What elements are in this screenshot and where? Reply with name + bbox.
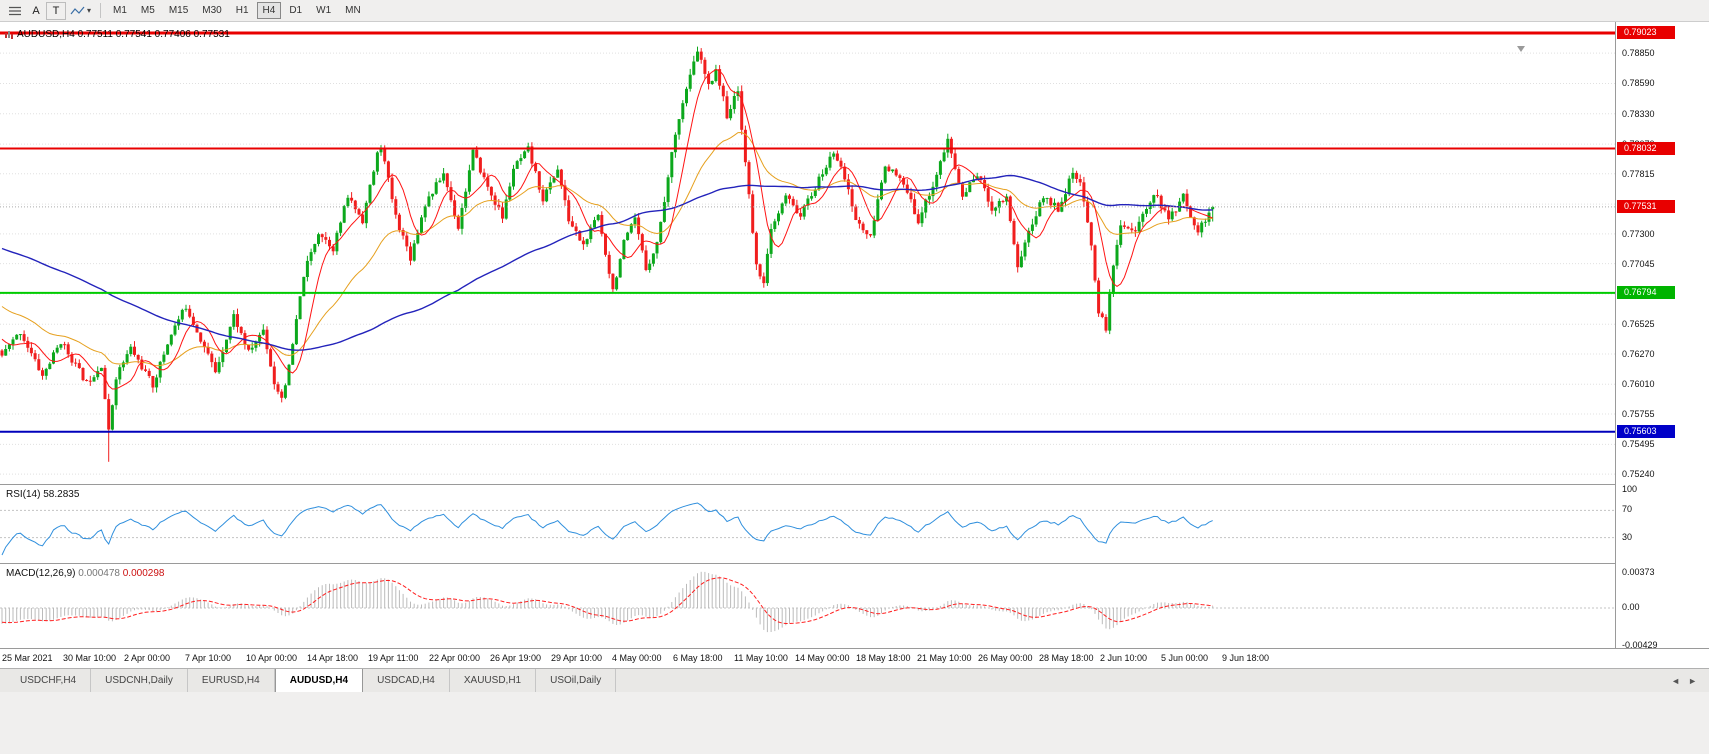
tab-eurusd-h4[interactable]: EURUSD,H4 <box>187 669 275 692</box>
time-axis-label: 30 Mar 10:00 <box>63 653 117 663</box>
timeframe-group: M1 M5 M15 M30 H1 H4 D1 W1 MN <box>106 2 368 19</box>
price-badge: 0.78032 <box>1617 142 1675 156</box>
time-axis-label: 5 Jun 00:00 <box>1161 653 1209 663</box>
tab-usoil-daily[interactable]: USOil,Daily <box>536 669 617 692</box>
price-chart-pane[interactable]: AUDUSD,H4 0.77511 0.77541 0.77406 0.7753… <box>0 22 1615 484</box>
time-axis-label: 29 Apr 10:00 <box>551 653 603 663</box>
price-axis-label: 0.75755 <box>1622 409 1655 420</box>
price-axis-label: 0.78850 <box>1622 48 1655 59</box>
time-axis-label: 19 Apr 11:00 <box>368 653 419 663</box>
price-chart-canvas[interactable] <box>0 22 1615 484</box>
indicator-zigzag-icon[interactable]: ▾ <box>66 2 95 20</box>
text-tool-button[interactable]: T <box>46 1 66 20</box>
time-axis-label: 2 Jun 10:00 <box>1100 653 1148 663</box>
time-axis-label: 11 May 10:00 <box>734 653 788 663</box>
timeframe-button-m15[interactable]: M15 <box>168 5 189 16</box>
time-axis-label: 10 Apr 00:00 <box>246 653 298 663</box>
time-axis-label: 6 May 18:00 <box>673 653 723 663</box>
window-bottom-fill <box>0 692 1709 754</box>
tab-usdchf-h4[interactable]: USDCHF,H4 <box>6 669 92 692</box>
macd-canvas[interactable] <box>0 564 1615 648</box>
time-axis-label: 25 Mar 2021 <box>2 653 53 663</box>
timeframe-button-d1[interactable]: D1 <box>289 5 303 16</box>
rsi-axis-label: 70 <box>1622 504 1633 515</box>
price-axis-label: 0.76525 <box>1622 319 1655 330</box>
price-axis-label: 0.78330 <box>1622 108 1655 119</box>
time-axis-label: 4 May 00:00 <box>612 653 662 663</box>
price-axis-label: 0.75495 <box>1622 439 1655 450</box>
macd-signal-value: 0.000298 <box>122 568 165 579</box>
macd-axis-label: 0.00373 <box>1622 567 1655 577</box>
macd-name: MACD(12,26,9) <box>6 568 76 579</box>
price-axis-label: 0.77045 <box>1622 258 1655 269</box>
menu-icon[interactable] <box>4 2 26 20</box>
time-axis[interactable]: 25 Mar 2021 30 Mar 10:00 2 Apr 00:00 7 Apr … <box>0 648 1709 668</box>
time-axis-label: 22 Apr 00:00 <box>429 653 481 663</box>
price-axis-label: 0.78590 <box>1622 78 1655 89</box>
chart-shift-marker-icon[interactable] <box>1517 46 1525 52</box>
time-axis-label: 26 Apr 19:00 <box>490 653 542 663</box>
tab-scroll-arrows: ◄ ► <box>1671 669 1709 692</box>
timeframe-button-h4[interactable]: H4 <box>256 2 282 19</box>
tab-usdcad-h4[interactable]: USDCAD,H4 <box>363 669 450 692</box>
price-axis-label: 0.76010 <box>1622 379 1655 390</box>
price-axis-label: 0.77300 <box>1622 228 1655 239</box>
chart-title: AUDUSD,H4 0.77511 0.77541 0.77406 0.7753… <box>17 29 230 40</box>
price-axis-label: 0.76270 <box>1622 348 1655 359</box>
timeframe-button-w1[interactable]: W1 <box>316 5 332 16</box>
time-axis-label: 2 Apr 00:00 <box>124 653 171 663</box>
chart-tabs: USDCHF,H4 USDCNH,Daily EURUSD,H4 AUDUSD,H4 U… <box>0 668 1709 692</box>
rsi-axis-label: 100 <box>1622 484 1638 494</box>
timeframe-button-m1[interactable]: M1 <box>113 5 127 16</box>
timeframe-button-m30[interactable]: M30 <box>202 5 222 16</box>
tab-audusd-h4[interactable]: AUDUSD,H4 <box>274 669 364 692</box>
time-axis-label: 26 May 00:00 <box>978 653 1033 663</box>
dropdown-caret-icon: ▾ <box>87 6 92 15</box>
tab-usdcnh-daily[interactable]: USDCNH,Daily <box>91 669 188 692</box>
price-axis-label: 0.77815 <box>1622 168 1655 179</box>
macd-label: MACD(12,26,9) 0.000478 0.000298 <box>6 568 164 579</box>
chart-icon <box>4 30 14 40</box>
rsi-canvas[interactable] <box>0 485 1615 563</box>
time-axis-label: 14 Apr 18:00 <box>307 653 359 663</box>
price-badge: 0.76794 <box>1617 286 1675 300</box>
time-axis-label: 21 May 10:00 <box>917 653 972 663</box>
timeframe-button-mn[interactable]: MN <box>345 5 361 16</box>
rsi-axis-label: 30 <box>1622 531 1633 542</box>
price-badge: 0.79023 <box>1617 26 1675 40</box>
time-axis-label: 9 Jun 18:00 <box>1222 653 1270 663</box>
rsi-value: 58.2835 <box>43 489 80 500</box>
tab-xauusd-h1[interactable]: XAUUSD,H1 <box>449 669 537 692</box>
time-axis-label: 28 May 18:00 <box>1039 653 1094 663</box>
price-badge: 0.77531 <box>1617 200 1675 214</box>
rsi-label: RSI(14) 58.2835 <box>6 489 79 500</box>
rsi-pane[interactable]: RSI(14) 58.2835 <box>0 484 1615 563</box>
macd-pane[interactable]: MACD(12,26,9) 0.000478 0.000298 <box>0 563 1615 648</box>
time-axis-label: 18 May 18:00 <box>856 653 911 663</box>
macd-main-value: 0.000478 <box>78 568 120 579</box>
rsi-name: RSI(14) <box>6 489 41 500</box>
macd-axis-label: -0.00429 <box>1622 640 1658 650</box>
tab-scroll-left-icon[interactable]: ◄ <box>1671 675 1681 686</box>
price-axis[interactable]: 0.788500.785900.783300.780700.778150.775… <box>1615 22 1709 650</box>
pointer-a-button[interactable]: A <box>32 4 40 17</box>
time-axis-label: 7 Apr 10:00 <box>185 653 232 663</box>
time-axis-label: 14 May 00:00 <box>795 653 850 663</box>
price-badge: 0.75603 <box>1617 425 1675 439</box>
tab-scroll-right-icon[interactable]: ► <box>1688 675 1697 686</box>
macd-axis-label: 0.00 <box>1622 602 1640 612</box>
toolbar: A T ▾ M1 M5 M15 M30 H1 H4 D1 W1 MN <box>0 0 1709 22</box>
price-axis-label: 0.75240 <box>1622 469 1655 480</box>
timeframe-button-h1[interactable]: H1 <box>235 5 249 16</box>
timeframe-button-m5[interactable]: M5 <box>140 5 155 16</box>
toolbar-separator <box>100 3 102 18</box>
